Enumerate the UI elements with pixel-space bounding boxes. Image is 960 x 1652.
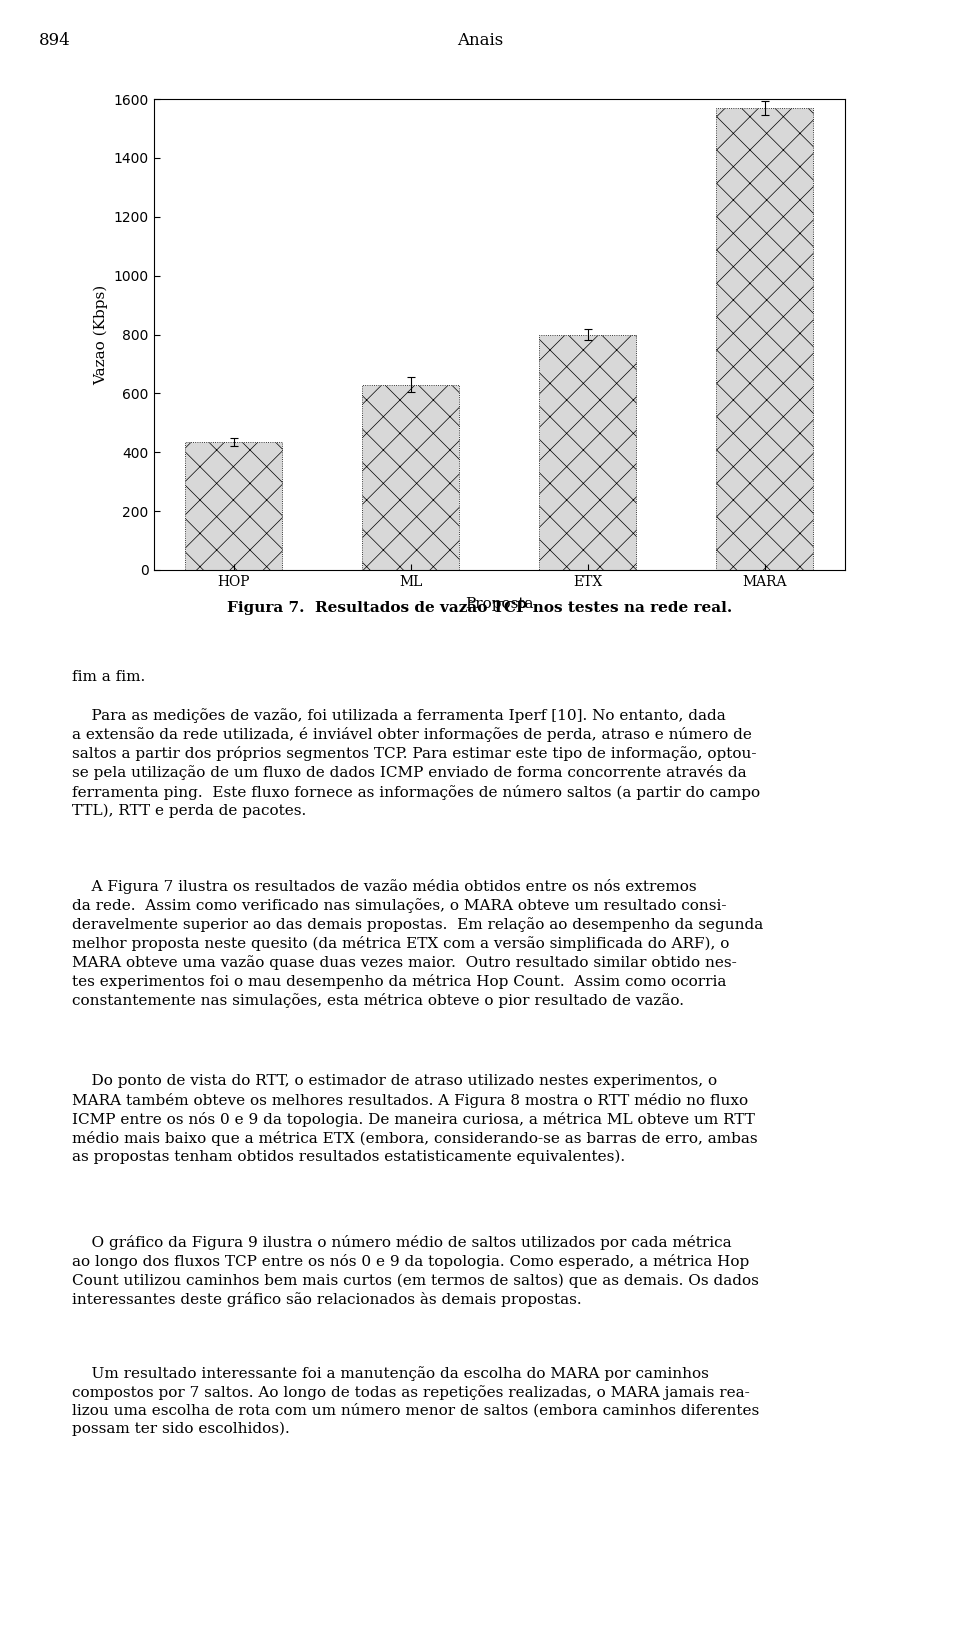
Bar — [716, 107, 813, 570]
Y-axis label: Vazao (Kbps): Vazao (Kbps) — [93, 284, 108, 385]
Text: O gráfico da Figura 9 ilustra o número médio de saltos utilizados por cada métri: O gráfico da Figura 9 ilustra o número m… — [72, 1236, 758, 1307]
Bar — [362, 385, 460, 570]
Text: Para as medições de vazão, foi utilizada a ferramenta Iperf [10]. No entanto, da: Para as medições de vazão, foi utilizada… — [72, 707, 760, 818]
Text: Do ponto de vista do RTT, o estimador de atraso utilizado nestes experimentos, o: Do ponto de vista do RTT, o estimador de… — [72, 1074, 757, 1165]
Text: 894: 894 — [38, 31, 70, 50]
Text: Anais: Anais — [457, 31, 503, 50]
Bar — [185, 443, 282, 570]
Text: fim a fim.: fim a fim. — [72, 669, 145, 684]
Text: Um resultado interessante foi a manutenção da escolha do MARA por caminhos
compo: Um resultado interessante foi a manutenç… — [72, 1366, 759, 1436]
Bar — [539, 334, 636, 570]
Text: Figura 7.  Resultados de vazão TCP nos testes na rede real.: Figura 7. Resultados de vazão TCP nos te… — [228, 600, 732, 615]
Text: A Figura 7 ilustra os resultados de vazão média obtidos entre os nós extremos
da: A Figura 7 ilustra os resultados de vazã… — [72, 879, 763, 1008]
X-axis label: Proposta: Proposta — [465, 596, 534, 611]
